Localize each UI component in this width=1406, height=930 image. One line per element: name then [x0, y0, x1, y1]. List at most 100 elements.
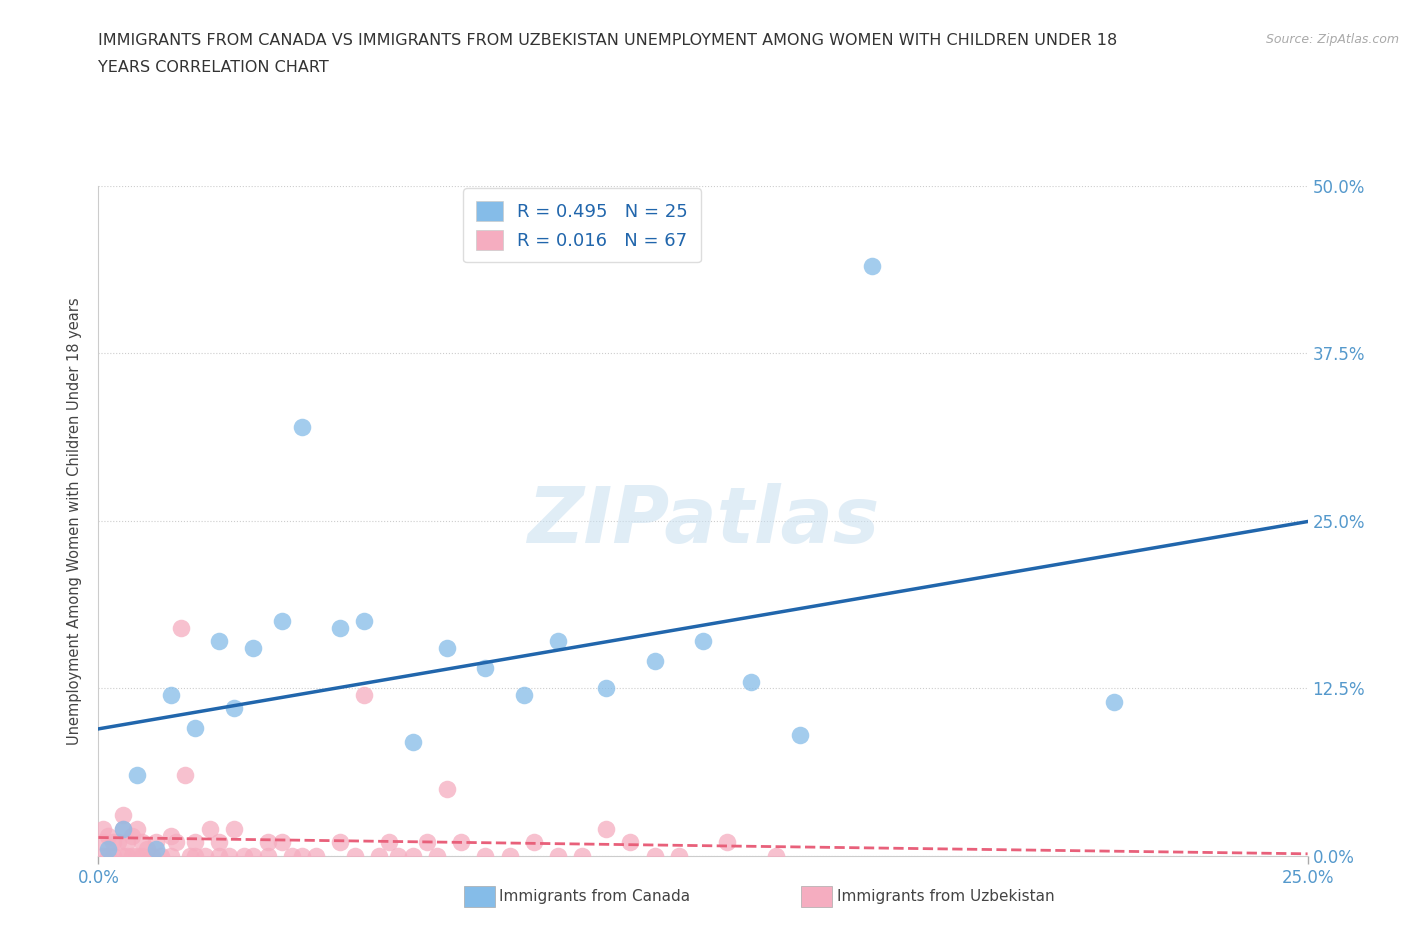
Point [474, 660, 496, 675]
Point [194, 848, 217, 863]
Point [208, 848, 231, 863]
Point [377, 835, 399, 850]
Point [765, 848, 787, 863]
Point [387, 848, 409, 863]
Point [436, 781, 458, 796]
Point [127, 848, 149, 863]
Point [111, 848, 134, 863]
Point [789, 727, 811, 742]
Point [595, 681, 617, 696]
Point [571, 848, 593, 863]
Point [117, 835, 139, 850]
Point [644, 848, 666, 863]
Y-axis label: Unemployment Among Women with Children Under 18 years: Unemployment Among Women with Children U… [67, 297, 83, 745]
Point [179, 848, 201, 863]
Point [121, 848, 143, 863]
Point [117, 848, 139, 863]
Point [127, 768, 149, 783]
Point [184, 721, 207, 736]
Point [329, 835, 352, 850]
Point [141, 848, 163, 863]
Point [242, 848, 264, 863]
Point [290, 848, 312, 863]
Point [523, 835, 546, 850]
Point [131, 835, 153, 850]
Point [547, 848, 569, 863]
Point [127, 821, 149, 836]
Point [281, 848, 304, 863]
Point [222, 701, 245, 716]
Text: ZIPatlas: ZIPatlas [527, 483, 879, 559]
Text: Immigrants from Canada: Immigrants from Canada [499, 889, 690, 904]
Point [145, 835, 167, 850]
Point [271, 614, 294, 629]
Text: IMMIGRANTS FROM CANADA VS IMMIGRANTS FROM UZBEKISTAN UNEMPLOYMENT AMONG WOMEN WI: IMMIGRANTS FROM CANADA VS IMMIGRANTS FRO… [98, 33, 1118, 47]
Point [135, 842, 157, 857]
Point [343, 848, 366, 863]
Point [101, 848, 124, 863]
Point [91, 835, 114, 850]
Point [111, 808, 134, 823]
Point [426, 848, 449, 863]
Point [256, 848, 278, 863]
Point [353, 614, 375, 629]
Point [513, 687, 536, 702]
Point [184, 835, 207, 850]
Point [353, 687, 375, 702]
Point [271, 835, 294, 850]
Text: Source: ZipAtlas.com: Source: ZipAtlas.com [1265, 33, 1399, 46]
Point [208, 634, 231, 649]
Point [619, 835, 641, 850]
Point [101, 835, 124, 850]
Point [474, 848, 496, 863]
Point [121, 828, 143, 843]
Point [368, 848, 391, 863]
Point [436, 641, 458, 656]
Legend: R = 0.495   N = 25, R = 0.016   N = 67: R = 0.495 N = 25, R = 0.016 N = 67 [464, 189, 700, 262]
Point [97, 848, 120, 863]
Point [111, 821, 134, 836]
Point [208, 835, 231, 850]
Point [184, 848, 207, 863]
Point [242, 641, 264, 656]
Point [450, 835, 472, 850]
Point [145, 842, 167, 857]
Point [256, 835, 278, 850]
Point [222, 821, 245, 836]
Point [160, 828, 183, 843]
Point [174, 768, 197, 783]
Point [716, 835, 738, 850]
Point [547, 634, 569, 649]
Point [160, 687, 183, 702]
Point [305, 848, 328, 863]
Point [329, 620, 352, 635]
Point [692, 634, 714, 649]
Point [165, 835, 187, 850]
Point [644, 654, 666, 669]
Point [232, 848, 254, 863]
Point [290, 419, 312, 434]
Point [97, 828, 120, 843]
Point [1102, 694, 1125, 709]
Point [668, 848, 690, 863]
Point [150, 848, 173, 863]
Point [198, 821, 221, 836]
Point [111, 821, 134, 836]
Point [107, 835, 129, 850]
Point [595, 821, 617, 836]
Text: YEARS CORRELATION CHART: YEARS CORRELATION CHART [98, 60, 329, 75]
Point [97, 842, 120, 857]
Point [740, 674, 762, 689]
Point [218, 848, 240, 863]
Point [402, 735, 425, 750]
Point [498, 848, 520, 863]
Point [160, 848, 183, 863]
Point [402, 848, 425, 863]
Text: Immigrants from Uzbekistan: Immigrants from Uzbekistan [837, 889, 1054, 904]
Point [169, 620, 191, 635]
Point [860, 259, 883, 273]
Point [131, 848, 153, 863]
Point [91, 821, 114, 836]
Point [91, 848, 114, 863]
Point [416, 835, 439, 850]
